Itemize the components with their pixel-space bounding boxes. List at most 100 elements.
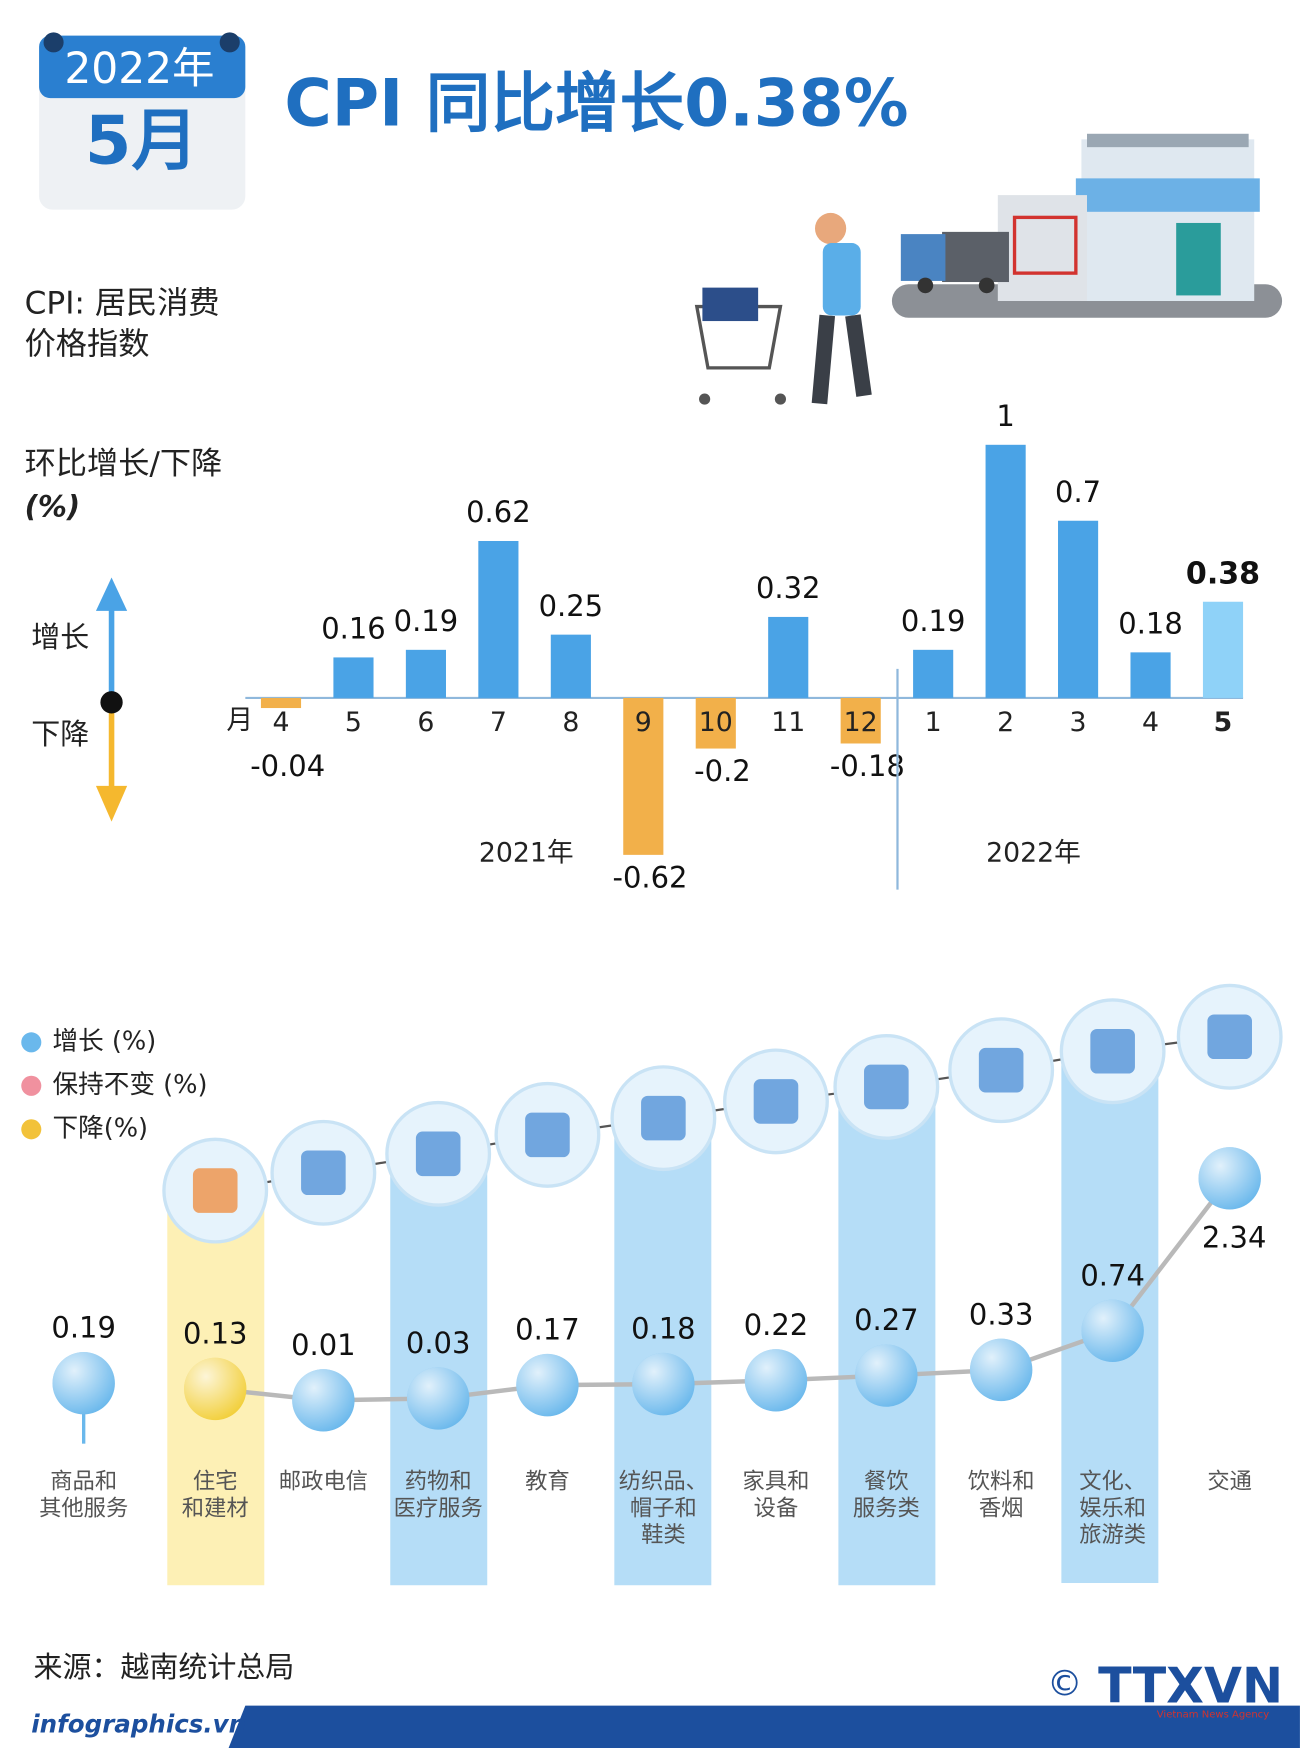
category-label: 住宅 (193, 1469, 238, 1495)
value-label: 1 (996, 399, 1014, 433)
legend-label: 下降(%) (52, 1113, 148, 1143)
definition: CPI: 居民消费 (25, 285, 220, 321)
band (614, 1120, 712, 1586)
category-label: 教育 (525, 1469, 570, 1495)
band (838, 1086, 936, 1586)
category-label: 饮料和 (968, 1469, 1035, 1495)
category-label: 和建材 (182, 1495, 249, 1521)
x-tick-label: 3 (1070, 707, 1087, 738)
value-label: -0.18 (830, 749, 905, 783)
point-shine (744, 1349, 808, 1412)
point-shine (184, 1357, 247, 1421)
icon-connector (215, 1035, 1224, 1192)
value-label: 0.62 (466, 495, 531, 529)
category-label: 餐饮 (864, 1469, 909, 1495)
category-label: 纺织品、 (619, 1469, 708, 1495)
value-label: -0.2 (694, 754, 751, 788)
value-label: 0.19 (394, 604, 459, 638)
bar (840, 697, 881, 744)
bar (985, 444, 1026, 698)
bar (913, 649, 954, 698)
point-shine (516, 1353, 579, 1417)
icon-shape (753, 1079, 799, 1124)
value-label: 0.16 (321, 612, 386, 646)
value-label: 0.03 (406, 1326, 471, 1360)
point-shine (292, 1369, 355, 1432)
icon-shape (1207, 1014, 1252, 1060)
x-tick-label: 8 (562, 707, 579, 738)
value-label: 0.74 (1080, 1258, 1145, 1292)
bar (478, 540, 519, 698)
x-label: 月 (226, 705, 253, 736)
value-label: 0.22 (744, 1308, 809, 1342)
category-label: 邮政电信 (279, 1469, 368, 1495)
x-tick-label: 6 (417, 707, 434, 738)
value-label: 0.19 (51, 1311, 116, 1345)
definition: 价格指数 (25, 327, 150, 363)
copyright: © (1047, 1664, 1083, 1705)
category-label: 药物和 (405, 1469, 472, 1495)
x-tick-label: 12 (844, 707, 878, 738)
value-label: 2.34 (1202, 1221, 1267, 1255)
category-label: 商品和 (50, 1469, 117, 1495)
category-label: 文化、 (1079, 1469, 1146, 1495)
calendar-year: 2022年 (64, 44, 214, 93)
connector-line (214, 1176, 1232, 1403)
category-label: 设备 (754, 1495, 799, 1521)
icons (162, 983, 1283, 1244)
value-label: 0.18 (1118, 607, 1183, 641)
value-label: 0.13 (183, 1316, 248, 1350)
x-tick-label: 10 (699, 707, 733, 738)
x-tick-label: 5 (345, 707, 362, 738)
category-label: 其他服务 (39, 1495, 128, 1521)
legend-dot (21, 1075, 42, 1096)
category-label: 交通 (1207, 1469, 1252, 1495)
point-shine (52, 1351, 115, 1415)
legend-label: 增长 (%) (52, 1026, 156, 1056)
value-label: 0.27 (854, 1303, 919, 1337)
value-label: -0.62 (613, 860, 688, 894)
point-shine (855, 1344, 918, 1407)
value-label: 0.32 (756, 571, 821, 605)
title: CPI 同比增长0.38% (284, 67, 908, 142)
footer-band (228, 1705, 1300, 1748)
value-label: 0.25 (539, 589, 604, 623)
bar (1130, 652, 1171, 698)
category-label: 医疗服务 (394, 1495, 483, 1521)
icon-shape (864, 1064, 909, 1110)
calendar-top (39, 35, 246, 99)
bar (405, 649, 446, 698)
y-label: 环比增长/下降 (25, 446, 223, 482)
value-label: 0.38 (1186, 556, 1260, 591)
value-label: 0.18 (631, 1312, 696, 1346)
legend-label: 保持不变 (%) (52, 1070, 207, 1100)
illustration (694, 133, 1283, 405)
down-label: 下降 (31, 717, 89, 751)
down-arrow-head (95, 785, 128, 822)
x-tick-label: 4 (272, 707, 289, 738)
calendar-month: 5月 (85, 101, 198, 179)
bar (695, 697, 736, 749)
icon-shape (525, 1112, 570, 1158)
group-label: 2021年 (479, 837, 574, 868)
x-tick-label: 4 (1142, 707, 1159, 738)
arrow-dot (100, 691, 123, 714)
bar-chart: 4-0.0450.1660.1970.6280.259-0.6210-0.211… (245, 399, 1260, 894)
icon-shape (192, 1168, 238, 1213)
category-label: 旅游类 (1079, 1522, 1146, 1548)
logo: TTXVN (1098, 1656, 1283, 1714)
x-tick-label: 9 (635, 707, 652, 738)
legend-dot (21, 1119, 42, 1140)
x-tick-label: 1 (925, 707, 942, 738)
bar (768, 616, 809, 698)
up-arrow-head (95, 577, 128, 611)
point-shine (632, 1352, 695, 1416)
bar (550, 634, 591, 698)
icon-shape (1090, 1028, 1135, 1074)
category-label: 鞋类 (641, 1522, 686, 1548)
x-tick-label: 7 (490, 707, 507, 738)
y-label: (%) (25, 489, 81, 523)
ring (219, 32, 240, 53)
